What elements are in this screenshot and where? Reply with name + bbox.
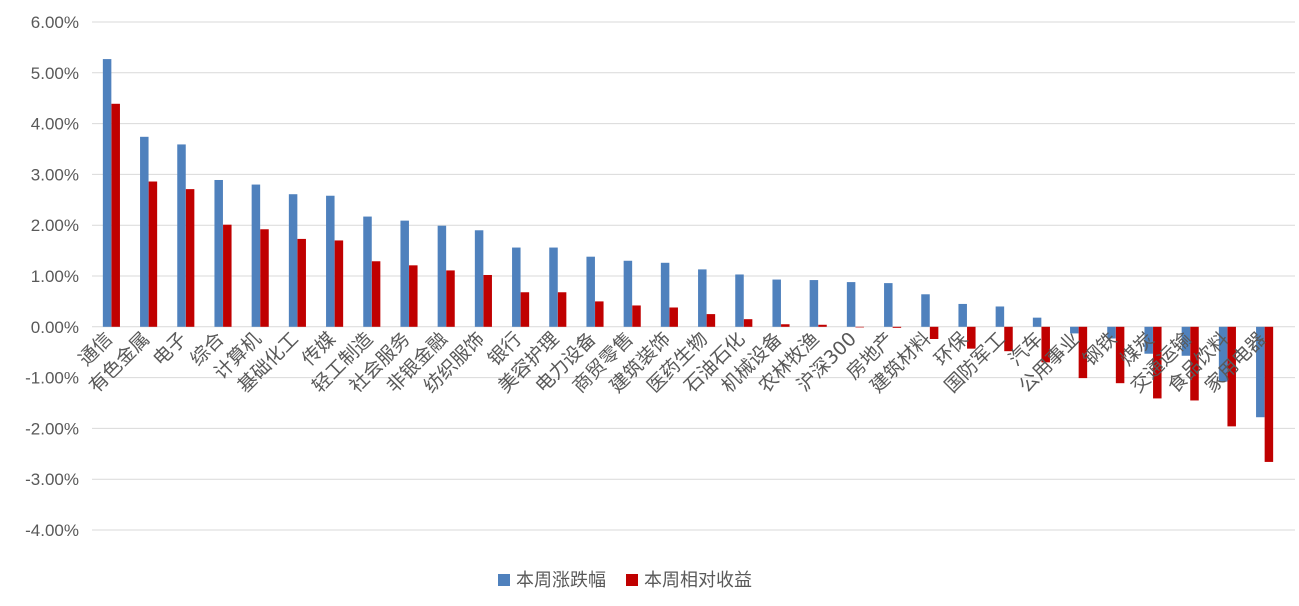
bar-weekly-change bbox=[251, 184, 261, 327]
bar-weekly-change bbox=[437, 225, 447, 327]
bar-relative-return bbox=[557, 292, 567, 327]
bar-relative-return bbox=[371, 261, 381, 327]
bar-relative-return bbox=[1004, 326, 1013, 352]
bar-relative-return bbox=[1153, 326, 1162, 399]
bar-weekly-change bbox=[1107, 326, 1116, 339]
bar-weekly-change bbox=[1218, 326, 1228, 382]
bar-weekly-change bbox=[512, 247, 521, 327]
bar-weekly-change bbox=[214, 179, 223, 327]
bar-weekly-change bbox=[549, 247, 558, 327]
bar-weekly-change bbox=[1256, 326, 1265, 418]
bar-weekly-change bbox=[958, 303, 967, 327]
legend-swatch bbox=[498, 574, 510, 586]
bar-weekly-change bbox=[772, 279, 781, 327]
bar-weekly-change bbox=[698, 269, 707, 327]
bar-relative-return bbox=[1078, 326, 1088, 379]
bar-weekly-change bbox=[1144, 326, 1153, 354]
bar-weekly-change bbox=[735, 274, 744, 327]
bar-weekly-change bbox=[363, 216, 372, 327]
bar-relative-return bbox=[595, 301, 604, 327]
bar-relative-return bbox=[185, 189, 195, 327]
y-tick-label: 5.00% bbox=[31, 64, 79, 83]
bar-relative-return bbox=[669, 307, 678, 327]
y-tick-label: -3.00% bbox=[25, 470, 79, 489]
bar-weekly-change bbox=[1070, 326, 1079, 334]
bar-weekly-change bbox=[660, 262, 670, 327]
bar-relative-return bbox=[855, 326, 864, 328]
bar-relative-return bbox=[223, 224, 232, 327]
bar-relative-return bbox=[706, 314, 716, 327]
legend-label: 本周涨跌幅 bbox=[516, 570, 606, 591]
bar-weekly-change bbox=[586, 256, 595, 327]
bar-relative-return bbox=[148, 181, 158, 327]
bar-relative-return bbox=[1190, 326, 1199, 401]
bar-weekly-change bbox=[921, 294, 930, 327]
bar-weekly-change bbox=[400, 220, 409, 327]
bar-relative-return bbox=[1227, 326, 1236, 427]
bar-relative-return bbox=[260, 229, 269, 327]
bar-relative-return bbox=[297, 238, 306, 327]
bar-weekly-change bbox=[1181, 326, 1191, 356]
bar-relative-return bbox=[1264, 326, 1274, 462]
legend-label: 本周相对收益 bbox=[644, 570, 752, 591]
bar-relative-return bbox=[446, 270, 455, 327]
category-label: 电子 bbox=[149, 328, 191, 370]
bar-weekly-change bbox=[326, 195, 335, 327]
bar-relative-return bbox=[743, 319, 753, 327]
bar-weekly-change bbox=[474, 230, 484, 327]
bar-weekly-change bbox=[102, 59, 112, 327]
legend-swatch bbox=[626, 574, 638, 586]
bar-relative-return bbox=[111, 103, 120, 327]
y-tick-label: 6.00% bbox=[31, 13, 79, 32]
bar-weekly-change bbox=[623, 260, 633, 327]
bar-relative-return bbox=[334, 240, 344, 327]
y-tick-label: 2.00% bbox=[31, 216, 79, 235]
bar-relative-return bbox=[632, 305, 641, 327]
y-tick-label: 0.00% bbox=[31, 318, 79, 337]
bar-weekly-change bbox=[177, 144, 186, 327]
bar-relative-return bbox=[781, 324, 790, 327]
bar-weekly-change bbox=[884, 283, 893, 327]
bar-relative-return bbox=[1041, 326, 1050, 363]
bar-weekly-change bbox=[846, 282, 856, 327]
y-tick-label: 3.00% bbox=[31, 165, 79, 184]
bar-relative-return bbox=[483, 274, 492, 327]
gridlines bbox=[92, 21, 1295, 531]
bar-relative-return bbox=[818, 324, 827, 327]
bar-weekly-change bbox=[809, 280, 819, 327]
y-tick-label: 4.00% bbox=[31, 115, 79, 134]
bar-weekly-change bbox=[140, 136, 149, 327]
y-tick-label: -1.00% bbox=[25, 369, 79, 388]
legend: 本周涨跌幅 本周相对收益 bbox=[498, 570, 752, 591]
bar-relative-return bbox=[409, 265, 418, 327]
y-axis-tick-labels: 6.00% 5.00% 4.00% 3.00% 2.00% 1.00% 0.00% -1.00… bbox=[25, 13, 79, 540]
bar-relative-return bbox=[967, 326, 976, 349]
category-labels: 通信有色金属电子综合计算机基础化工传媒轻工制造社会服务非银金融纺织服饰银行美容护… bbox=[74, 328, 1270, 397]
y-tick-label: -4.00% bbox=[25, 521, 79, 540]
y-tick-label: 1.00% bbox=[31, 267, 79, 286]
bars bbox=[102, 59, 1274, 462]
bar-weekly-change bbox=[1032, 317, 1042, 327]
bar-weekly-change bbox=[288, 194, 298, 327]
bar-relative-return bbox=[929, 326, 939, 339]
y-tick-label: -2.00% bbox=[25, 419, 79, 438]
bar-weekly-change bbox=[995, 306, 1005, 327]
bar-relative-return bbox=[520, 292, 530, 327]
bar-relative-return bbox=[892, 326, 902, 328]
bar-relative-return bbox=[1115, 326, 1125, 384]
